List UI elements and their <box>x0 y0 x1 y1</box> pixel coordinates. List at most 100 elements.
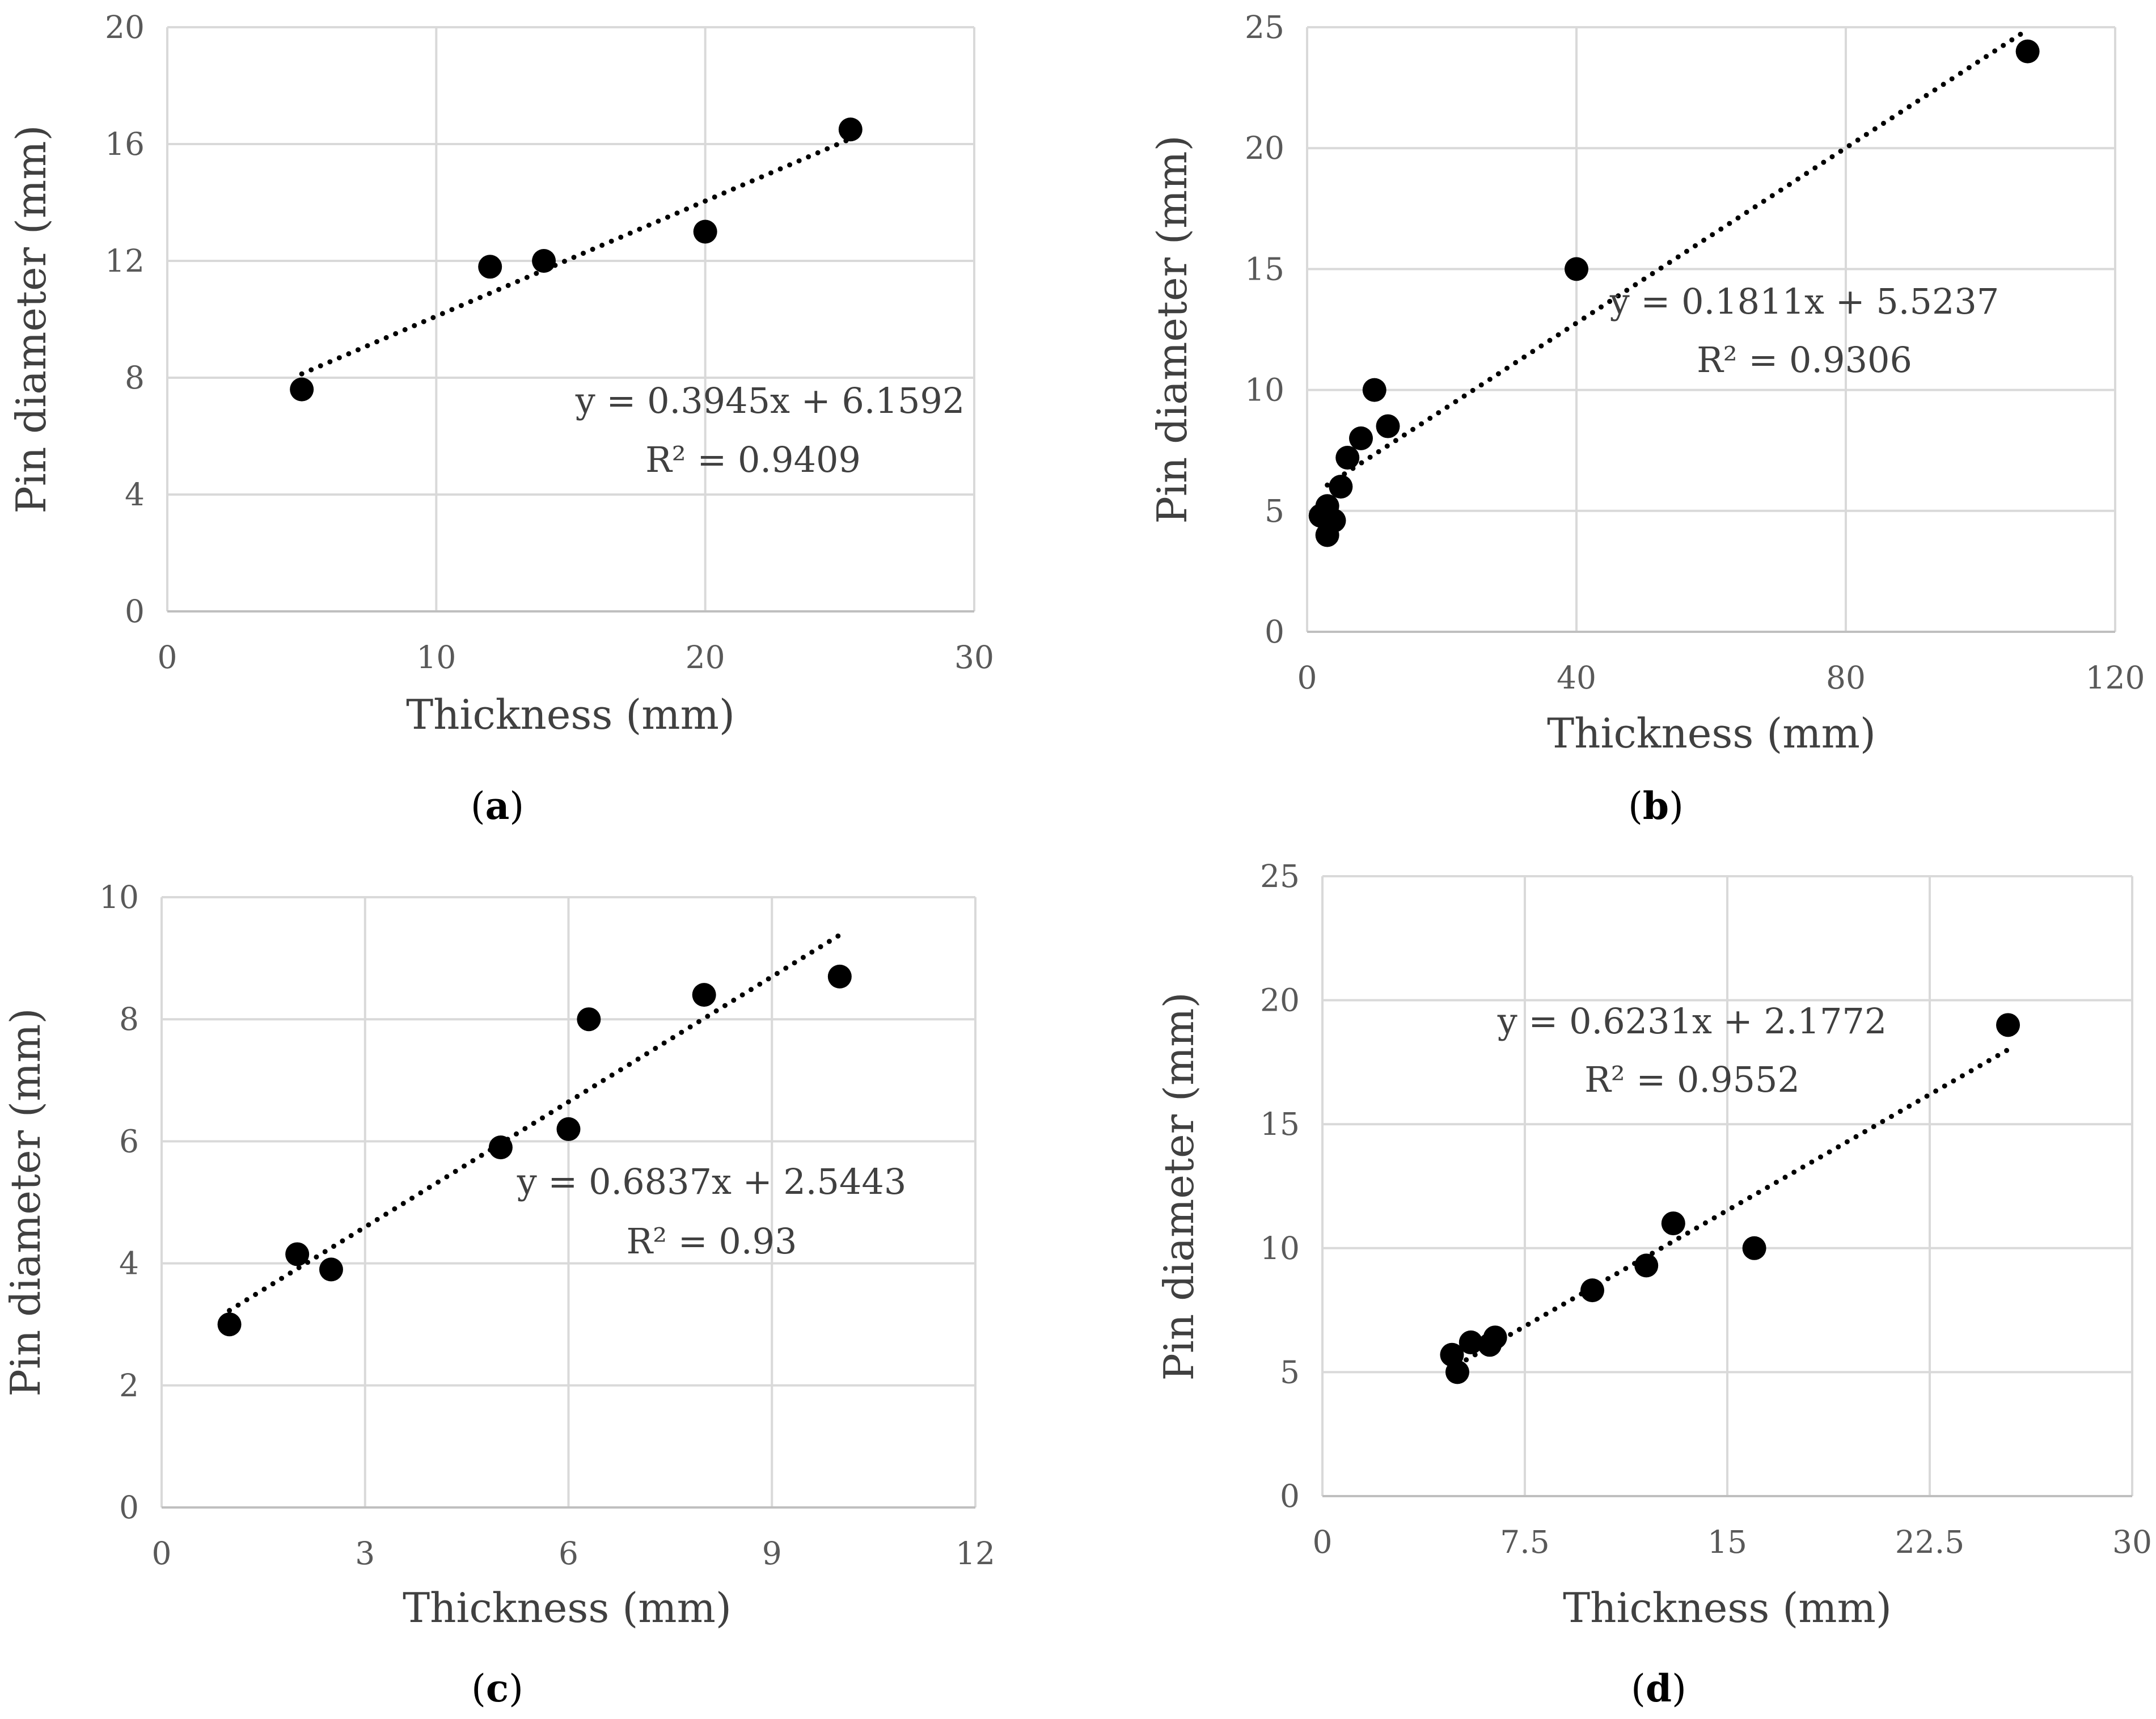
x-tick-label: 20 <box>686 639 725 675</box>
x-tick-label: 7.5 <box>1500 1524 1549 1560</box>
chart-panel-c: 0 3 6 9 12 0 2 4 6 8 10 Thickness (mm) Pin diameter … <box>2 879 995 1710</box>
trendline <box>1455 1047 2011 1368</box>
x-axis-title: Thickness (mm) <box>1563 1584 1892 1632</box>
x-tick-label: 3 <box>355 1535 375 1572</box>
data-point <box>217 1312 242 1337</box>
x-tick-label: 12 <box>956 1535 995 1572</box>
panel-label: (b) <box>1628 784 1684 828</box>
trendline <box>227 932 843 1313</box>
y-tick-label: 2 <box>119 1367 139 1404</box>
panel-label: (a) <box>471 784 524 828</box>
y-tick-label: 0 <box>119 1489 139 1526</box>
data-point <box>1661 1211 1685 1236</box>
data-point <box>1580 1278 1604 1303</box>
y-tick-label: 5 <box>1265 493 1284 529</box>
data-point <box>1322 508 1346 533</box>
x-tick-label: 0 <box>158 639 177 675</box>
x-tick-label: 40 <box>1557 660 1596 696</box>
chart-panel-a: 0 10 20 30 0 4 8 12 16 20 Thickness (mm) Pin diamet… <box>7 9 994 828</box>
trendline-equation: y = 0.6837x + 2.5443 <box>517 1161 907 1202</box>
data-point <box>285 1242 310 1266</box>
data-point <box>1459 1330 1483 1354</box>
y-tick-label: 16 <box>105 126 145 162</box>
y-axis-title: Pin diameter (mm) <box>7 125 55 513</box>
x-tick-label: 30 <box>954 639 994 675</box>
r-squared-label: R² = 0.9552 <box>1584 1059 1800 1100</box>
panel-label: (c) <box>471 1666 523 1710</box>
data-point <box>2015 39 2040 64</box>
x-tick-label: 10 <box>416 639 456 675</box>
chart-panel-d: 0 7.5 15 22.5 30 0 5 10 15 20 25 Thickness (mm) Pin … <box>1155 858 2152 1710</box>
data-point <box>478 255 502 279</box>
data-point <box>1376 414 1400 438</box>
data-point <box>319 1257 343 1282</box>
y-tick-label: 0 <box>1280 1478 1300 1514</box>
x-tick-label: 22.5 <box>1895 1524 1964 1560</box>
data-point <box>556 1117 581 1141</box>
data-point <box>1362 378 1386 402</box>
trendline-equation: y = 0.3945x + 6.1592 <box>575 380 965 421</box>
x-tick-label: 120 <box>2086 660 2145 696</box>
data-point <box>827 964 852 989</box>
y-tick-label: 4 <box>119 1245 139 1282</box>
y-tick-label: 8 <box>119 1001 139 1037</box>
r-squared-label: R² = 0.9306 <box>1697 339 1912 381</box>
y-tick-label: 8 <box>125 360 145 396</box>
trendline-equation: y = 0.6231x + 2.1772 <box>1497 1000 1887 1042</box>
data-point <box>1996 1013 2020 1037</box>
y-tick-label: 0 <box>1265 614 1284 650</box>
data-point <box>1349 426 1373 450</box>
y-tick-label: 10 <box>1260 1230 1300 1266</box>
trendline <box>1325 27 2031 488</box>
y-tick-label: 20 <box>1260 982 1300 1019</box>
y-axis-title: Pin diameter (mm) <box>1155 992 1203 1380</box>
y-tick-label: 10 <box>99 879 139 915</box>
trendline-equation: y = 0.1811x + 5.5237 <box>1609 281 1999 322</box>
data-point <box>1742 1236 1766 1260</box>
panel-label: (d) <box>1631 1666 1686 1710</box>
x-tick-label: 80 <box>1826 660 1866 696</box>
y-tick-label: 6 <box>119 1123 139 1159</box>
r-squared-label: R² = 0.93 <box>627 1220 797 1262</box>
x-tick-label: 0 <box>152 1535 172 1572</box>
y-tick-label: 10 <box>1245 372 1284 408</box>
x-axis-title: Thickness (mm) <box>403 1584 732 1632</box>
data-point <box>488 1135 513 1160</box>
data-point <box>1634 1253 1659 1278</box>
data-point <box>1335 445 1360 470</box>
data-point <box>577 1007 601 1032</box>
trendline <box>299 136 853 377</box>
y-axis-title: Pin diameter (mm) <box>1148 135 1196 523</box>
x-axis-title: Thickness (mm) <box>406 691 735 738</box>
data-point <box>1445 1360 1469 1384</box>
data-point <box>838 117 863 142</box>
y-tick-label: 0 <box>125 593 145 630</box>
y-tick-label: 5 <box>1280 1354 1300 1390</box>
data-point <box>692 983 716 1007</box>
data-point <box>1329 475 1353 499</box>
data-point <box>693 219 717 244</box>
y-tick-label: 15 <box>1245 251 1284 287</box>
chart-panel-b: 0 40 80 120 0 5 10 15 20 25 Thickness (mm) Pin diam… <box>1148 9 2145 828</box>
x-tick-label: 30 <box>2112 1524 2152 1560</box>
r-squared-label: R² = 0.9409 <box>645 439 861 480</box>
data-point <box>290 377 314 402</box>
y-tick-label: 15 <box>1260 1106 1300 1142</box>
data-point <box>532 249 556 273</box>
x-axis-title: Thickness (mm) <box>1547 709 1876 757</box>
y-tick-label: 20 <box>1245 130 1284 166</box>
y-tick-label: 4 <box>125 476 145 513</box>
x-tick-label: 15 <box>1707 1524 1747 1560</box>
y-tick-label: 25 <box>1245 9 1284 45</box>
y-tick-label: 20 <box>105 9 145 45</box>
x-tick-label: 6 <box>559 1535 578 1572</box>
y-axis-title: Pin diameter (mm) <box>2 1008 49 1396</box>
data-point <box>1565 257 1588 281</box>
x-tick-label: 9 <box>762 1535 782 1572</box>
x-tick-label: 0 <box>1297 660 1317 696</box>
data-point <box>1483 1325 1507 1350</box>
y-tick-label: 25 <box>1260 858 1300 894</box>
y-tick-label: 12 <box>105 243 145 279</box>
x-tick-label: 0 <box>1313 1524 1333 1560</box>
